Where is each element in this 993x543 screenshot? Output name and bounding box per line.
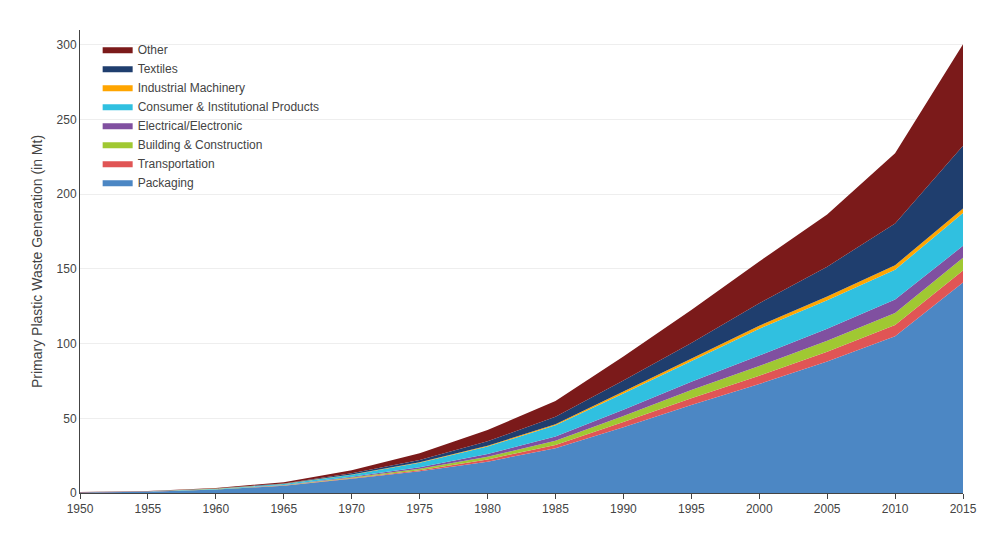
svg-text:Transportation: Transportation [138,157,215,171]
svg-text:200: 200 [57,187,77,201]
svg-text:50: 50 [63,412,77,426]
svg-text:Packaging: Packaging [138,176,194,190]
svg-text:1985: 1985 [542,502,569,516]
svg-text:2010: 2010 [882,502,909,516]
svg-text:300: 300 [57,38,77,52]
svg-text:Primary Plastic Waste Generati: Primary Plastic Waste Generation (in Mt) [29,135,45,388]
svg-text:Other: Other [138,43,168,57]
svg-text:Consumer & Institutional Produ: Consumer & Institutional Products [138,100,319,114]
svg-text:2000: 2000 [746,502,773,516]
svg-text:1990: 1990 [610,502,637,516]
svg-text:1995: 1995 [678,502,705,516]
svg-text:1975: 1975 [406,502,433,516]
svg-text:1970: 1970 [338,502,365,516]
svg-text:150: 150 [57,262,77,276]
svg-text:Electrical/Electronic: Electrical/Electronic [138,119,243,133]
svg-text:0: 0 [70,486,77,500]
svg-text:Industrial Machinery: Industrial Machinery [138,81,245,95]
svg-text:1955: 1955 [135,502,162,516]
svg-text:1950: 1950 [67,502,94,516]
svg-text:Building & Construction: Building & Construction [138,138,263,152]
svg-text:2015: 2015 [950,502,977,516]
svg-text:1960: 1960 [202,502,229,516]
svg-text:1965: 1965 [270,502,297,516]
svg-text:Textiles: Textiles [138,62,178,76]
svg-text:1980: 1980 [474,502,501,516]
svg-text:250: 250 [57,113,77,127]
svg-text:2005: 2005 [814,502,841,516]
svg-text:100: 100 [57,337,77,351]
